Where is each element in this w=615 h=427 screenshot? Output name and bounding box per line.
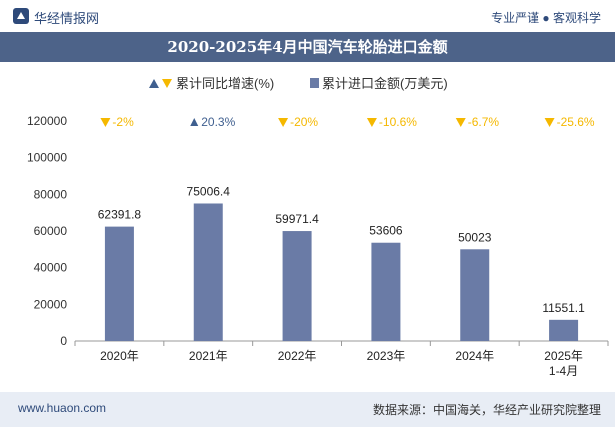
footer: www.huaon.com 数据来源：中国海关，华经产业研究院整理 [0, 392, 615, 427]
y-tick-label: 0 [60, 334, 67, 348]
x-category-label: 1-4月 [549, 364, 578, 378]
growth-down-marker [100, 118, 111, 127]
huajing-logo-icon [13, 8, 29, 24]
bar [193, 203, 223, 341]
bar-value-label: 75006.4 [187, 184, 231, 198]
y-tick-label: 80000 [34, 187, 68, 201]
y-tick-label: 100000 [27, 151, 67, 165]
brand-name: 华经情报网 [34, 11, 100, 26]
x-category-label: 2022年 [278, 349, 317, 363]
y-tick-label: 20000 [34, 297, 68, 311]
bar [371, 242, 401, 341]
bar [460, 249, 490, 341]
growth-up-marker [190, 118, 199, 126]
legend-label-amount: 累计进口金额(万美元) [322, 76, 448, 91]
y-tick-label: 40000 [34, 261, 68, 275]
growth-value-label: 20.3% [201, 115, 235, 129]
bar-value-label: 50023 [458, 230, 492, 244]
legend-item-amount: 累计进口金额(万美元) [308, 73, 448, 92]
title-bar: 2020-2025年4月中国汽车轮胎进口金额 [0, 32, 615, 62]
bar [549, 319, 579, 341]
x-category-label: 2023年 [367, 349, 406, 363]
growth-down-marker [278, 118, 289, 127]
bar-value-label: 53606 [369, 224, 403, 238]
x-category-label: 2021年 [189, 349, 228, 363]
legend-item-growth: 累计同比增速(%) [148, 73, 274, 92]
growth-value-label: -6.7% [468, 115, 500, 129]
growth-down-marker [455, 118, 466, 127]
bar-value-label: 11551.1 [542, 301, 585, 315]
growth-down-marker [366, 118, 377, 127]
tagline: 专业严谨 ● 客观科学 [491, 11, 601, 25]
bar-value-label: 59971.4 [275, 212, 319, 226]
legend-label-growth: 累计同比增速(%) [176, 76, 275, 91]
top-bar: 华经情报网 专业严谨 ● 客观科学 [0, 0, 615, 32]
bar [104, 226, 134, 341]
x-category-label: 2020年 [100, 349, 139, 363]
x-category-label: 2024年 [455, 349, 494, 363]
growth-value-label: -20% [290, 115, 318, 129]
chart-title: 2020-2025年4月中国汽车轮胎进口金额 [167, 38, 448, 56]
growth-value-label: -2% [112, 115, 134, 129]
data-source: 数据来源：中国海关，华经产业研究院整理 [372, 403, 601, 417]
legend-bar-swatch-icon [310, 77, 319, 88]
growth-value-label: -10.6% [379, 115, 417, 129]
bar-chart: 0 20000 40000 60000 80000 100000 120000 62391.8… [27, 114, 609, 378]
growth-down-marker [544, 118, 555, 127]
y-tick-label: 60000 [34, 224, 68, 238]
legend: 累计同比增速(%) 累计进口金额(万美元) [0, 70, 615, 92]
bar-value-label: 62391.8 [98, 208, 142, 222]
growth-value-label: -25.6% [557, 115, 595, 129]
legend-triangles-icon [149, 78, 172, 88]
x-category-label: 2025年 [544, 349, 583, 363]
site-url: www.huaon.com [18, 401, 107, 415]
y-tick-label: 120000 [27, 114, 67, 128]
bar [282, 231, 312, 341]
